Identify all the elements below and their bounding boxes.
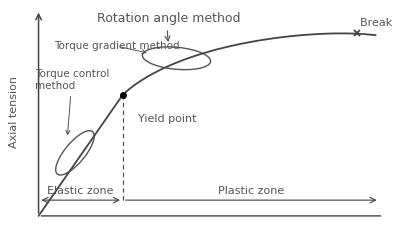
Text: Axial tension: Axial tension — [9, 76, 19, 148]
Text: Rotation angle method: Rotation angle method — [97, 12, 241, 41]
Text: Break point: Break point — [360, 18, 395, 28]
Text: Yield point: Yield point — [138, 114, 197, 124]
Text: Plastic zone: Plastic zone — [218, 186, 284, 196]
Text: Elastic zone: Elastic zone — [47, 186, 114, 196]
Text: Torque gradient method: Torque gradient method — [54, 41, 179, 54]
Text: Torque control
method: Torque control method — [35, 69, 109, 134]
